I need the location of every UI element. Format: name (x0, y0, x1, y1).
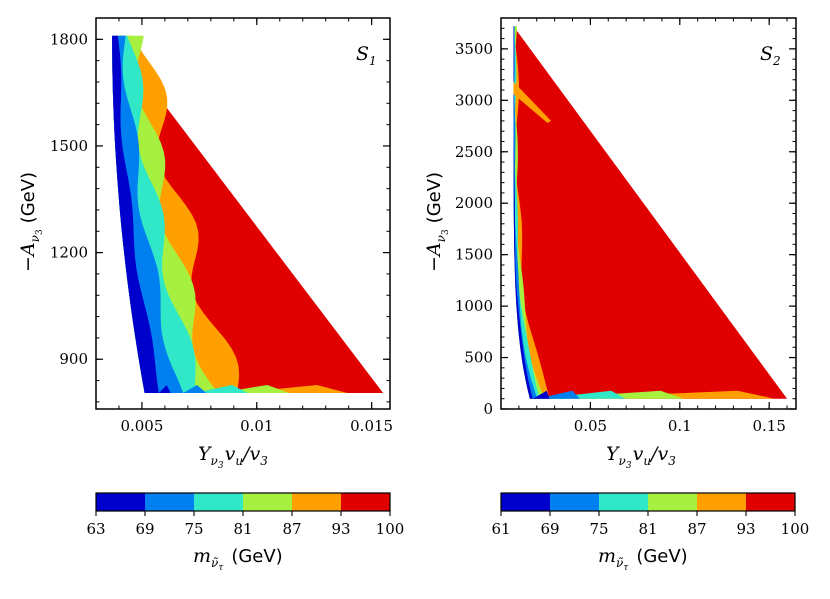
colorbar-2-ticks: 61 69 75 81 87 93 100 (491, 511, 809, 538)
colorbar-swatch-75-81 (194, 493, 244, 511)
colorbar-swatch-69-75 (550, 493, 600, 511)
colorbar-1: 63 69 75 81 87 93 100 mν̃τ(GeV) (86, 492, 404, 573)
colorbar-tick-label: 100 (376, 520, 405, 538)
y-tick-label: 0 (483, 400, 493, 418)
colorbar-swatch-61-69 (501, 493, 551, 511)
y-tick-label: 1000 (455, 297, 493, 315)
y-tick-label: 500 (464, 349, 493, 367)
colorbar-tick-label: 75 (589, 520, 608, 538)
panel-1-ylabel: −Aν3(GeV) (17, 172, 45, 272)
colorbar-1-ticks: 63 69 75 81 87 93 100 (86, 511, 404, 538)
x-tick-label: 0.015 (350, 417, 393, 435)
colorbar-tick-label: 87 (687, 520, 706, 538)
y-tick-label: 900 (59, 350, 88, 368)
colorbar-1-label: mν̃τ(GeV) (193, 545, 283, 573)
colorbar-2: 61 69 75 81 87 93 100 mν̃τ(GeV) (491, 492, 809, 573)
colorbar-swatch-87-93 (697, 493, 747, 511)
colorbar-swatch-93-100 (746, 493, 796, 511)
colorbar-tick-label: 93 (331, 520, 350, 538)
colorbar-tick-label: 81 (233, 520, 252, 538)
panel-1-contour-regions (112, 35, 384, 394)
colorbar-swatch-87-93 (292, 493, 342, 511)
colorbar-1-swatches (96, 493, 391, 511)
colorbar-tick-label: 81 (638, 520, 657, 538)
colorbar-2-label: mν̃τ(GeV) (598, 545, 688, 573)
panel-1-xlabel: Yν3vu/v3 (198, 443, 268, 471)
colorbar-tick-label: 75 (184, 520, 203, 538)
contour-level-93-100 (513, 26, 788, 399)
y-tick-label: 1500 (455, 246, 493, 264)
panel-2-ticks: 0.05 0.1 0.15 0 500 1000 1500 2000 2500 3000 3500 (455, 18, 796, 435)
colorbar-swatch-69-75 (145, 493, 195, 511)
colorbar-tick-label: 69 (540, 520, 559, 538)
panel-2-xlabel: Yν3vu/v3 (606, 443, 676, 471)
contour-orange-streak (513, 81, 552, 123)
y-tick-label: 3500 (455, 40, 493, 58)
colorbar-swatch-63-69 (96, 493, 146, 511)
y-tick-label: 1800 (50, 30, 88, 48)
panel-2: 0.05 0.1 0.150500100015002000250030003500 … (423, 17, 797, 471)
colorbar-swatch-93-100 (341, 493, 391, 511)
contour-level-63-69 (112, 35, 171, 393)
panel-2-ylabel: −Aν3(GeV) (423, 172, 451, 272)
y-tick-label: 1500 (50, 137, 88, 155)
colorbar-swatch-81-87 (243, 493, 293, 511)
y-tick-label: 2500 (455, 143, 493, 161)
colorbar-tick-label: 100 (781, 520, 810, 538)
y-tick-label: 2000 (455, 194, 493, 212)
x-tick-label: 0.01 (240, 417, 273, 435)
colorbar-2-swatches (501, 493, 796, 511)
colorbar-tick-label: 93 (736, 520, 755, 538)
x-tick-label: 0.005 (120, 417, 163, 435)
x-tick-label: 0.1 (668, 417, 692, 435)
y-tick-label: 3000 (455, 91, 493, 109)
x-tick-label: 0.15 (752, 417, 785, 435)
colorbar-tick-label: 87 (282, 520, 301, 538)
panel-1-label: S1 (356, 43, 377, 68)
colorbar-swatch-81-87 (648, 493, 698, 511)
colorbar-swatch-75-81 (599, 493, 649, 511)
panel-1: 0.005 0.01 0.015 900 1200 1500 1800 S1 Yν3vu/v… (17, 17, 393, 471)
colorbar-tick-label: 61 (491, 520, 510, 538)
x-tick-label: 0.05 (574, 417, 607, 435)
panel-2-contour-regions (513, 26, 788, 399)
panel-1-frame (95, 17, 391, 410)
contour-level-87-93 (513, 26, 775, 399)
panel-1-ticks: 0.005 0.01 0.015 900 1200 1500 1800 (50, 18, 393, 435)
colorbar-tick-label: 63 (86, 520, 105, 538)
colorbar-tick-label: 69 (135, 520, 154, 538)
panel-2-label: S2 (760, 43, 781, 68)
y-tick-label: 1200 (50, 244, 88, 262)
